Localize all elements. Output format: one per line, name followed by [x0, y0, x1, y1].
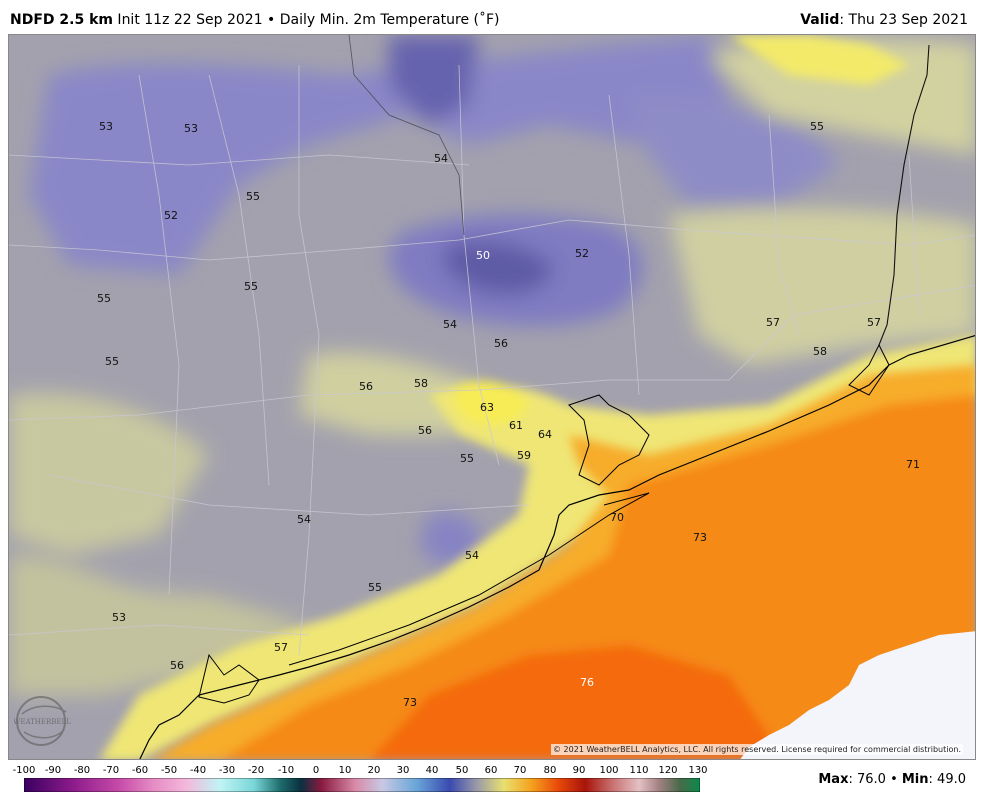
colorbar-tick: -50 [160, 765, 178, 776]
colorbar-tick: 120 [658, 765, 678, 776]
temp-label: 55 [368, 581, 382, 594]
temp-label: 53 [112, 611, 126, 624]
min-value: : 49.0 [928, 772, 966, 787]
colorbar-tick: -40 [189, 765, 207, 776]
colorbar-tick: 30 [396, 765, 410, 776]
colorbar-tick: 70 [513, 765, 527, 776]
colorbar-tick: -60 [131, 765, 149, 776]
colorbar-tick: 110 [629, 765, 649, 776]
temp-label: 54 [434, 152, 448, 165]
temp-label: 54 [297, 513, 311, 526]
logo-text: WEATHERBELL [14, 718, 71, 726]
barrier-island [288, 492, 650, 666]
colorbar-tick: 80 [543, 765, 557, 776]
colorbar-tick: -100 [12, 765, 36, 776]
colorbar-tick: 50 [455, 765, 469, 776]
temp-label: 53 [99, 120, 113, 133]
galveston-bay [568, 394, 650, 486]
temp-label: 58 [813, 345, 827, 358]
state-border [878, 44, 930, 346]
colorbar-tick: -80 [73, 765, 91, 776]
valid-value: : Thu 23 Sep 2021 [839, 12, 968, 28]
model-name: NDFD 2.5 km [10, 12, 113, 28]
colorbar-tick: -20 [247, 765, 265, 776]
colorbar-tick: -90 [44, 765, 62, 776]
temp-label: 71 [906, 458, 920, 471]
min-label: Min [901, 772, 929, 787]
max-value: : 76.0 • [848, 772, 902, 787]
copyright-notice: © 2021 WeatherBELL Analytics, LLC. All r… [551, 744, 963, 755]
temp-label: 56 [170, 659, 184, 672]
temp-label: 59 [517, 449, 531, 462]
colorbar-tick: 130 [688, 765, 708, 776]
temp-label: 57 [766, 316, 780, 329]
coastline [139, 334, 975, 759]
valid-date: Valid: Thu 23 Sep 2021 [800, 12, 968, 28]
temp-label: 50 [476, 249, 490, 262]
temperature-colorbar [24, 778, 700, 792]
temp-label: 58 [414, 377, 428, 390]
max-label: Max [818, 772, 849, 787]
temp-label: 55 [244, 280, 258, 293]
max-min-stats: Max: 76.0 • Min: 49.0 [818, 772, 966, 787]
colorbar-tick: 10 [338, 765, 352, 776]
colorbar-tick: -70 [102, 765, 120, 776]
temp-label: 76 [580, 676, 594, 689]
weatherbell-logo: WEATHERBELL [14, 696, 71, 746]
temp-label: 55 [460, 452, 474, 465]
temp-label: 52 [575, 247, 589, 260]
temp-label: 54 [465, 549, 479, 562]
temp-label: 55 [246, 190, 260, 203]
temp-label: 56 [359, 380, 373, 393]
temp-label: 73 [403, 696, 417, 709]
temp-label: 57 [274, 641, 288, 654]
temp-label: 55 [810, 120, 824, 133]
title-details: Init 11z 22 Sep 2021 • Daily Min. 2m Tem… [112, 12, 500, 28]
temp-label: 64 [538, 428, 552, 441]
colorbar-tick: -10 [277, 765, 295, 776]
colorbar-tick: -30 [218, 765, 236, 776]
map-title: NDFD 2.5 km Init 11z 22 Sep 2021 • Daily… [10, 12, 500, 28]
temp-label: 73 [693, 531, 707, 544]
colorbar-tick: 20 [367, 765, 381, 776]
valid-label: Valid [800, 12, 840, 28]
colorbar-tick: 40 [425, 765, 439, 776]
temp-label: 70 [610, 511, 624, 524]
colorbar-tick: 100 [599, 765, 619, 776]
temp-label: 57 [867, 316, 881, 329]
temp-label: 63 [480, 401, 494, 414]
temp-label: 56 [418, 424, 432, 437]
no-data-region [740, 631, 975, 759]
temp-label: 53 [184, 122, 198, 135]
gulf-warm-zone [152, 365, 975, 759]
sabine-lake [848, 343, 890, 396]
colorbar-tick: 90 [572, 765, 586, 776]
temp-label: 54 [443, 318, 457, 331]
matagorda-bay [198, 653, 260, 704]
colorbar-tick: 0 [312, 765, 320, 776]
header: NDFD 2.5 km Init 11z 22 Sep 2021 • Daily… [0, 0, 984, 34]
mild-zones [9, 38, 975, 695]
map-canvas: 53 53 55 52 55 55 54 50 52 55 55 54 56 5… [9, 35, 975, 759]
temperature-map[interactable]: 53 53 55 52 55 55 54 50 52 55 55 54 56 5… [8, 34, 976, 760]
temp-label: 55 [105, 355, 119, 368]
temp-label: 56 [494, 337, 508, 350]
colorbar-tick: 60 [484, 765, 498, 776]
river-line [348, 35, 465, 236]
temperature-labels: 53 53 55 52 55 55 54 50 52 55 55 54 56 5… [97, 120, 920, 709]
temp-label: 55 [97, 292, 111, 305]
temp-label: 52 [164, 209, 178, 222]
county-boundaries [9, 64, 975, 656]
temp-label: 61 [509, 419, 523, 432]
colorbar-ticks: -100 -90 -80 -70 -60 -50 -40 -30 -20 -10… [10, 765, 730, 777]
